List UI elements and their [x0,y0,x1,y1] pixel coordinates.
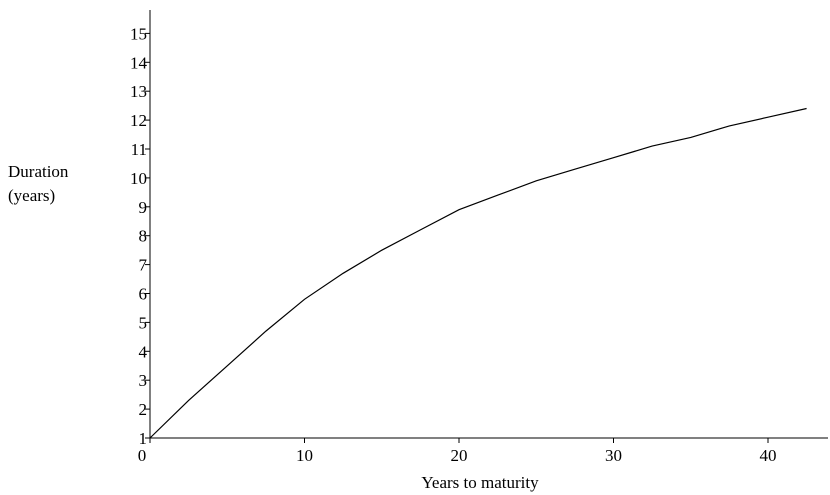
y-tick-label: 10 [130,169,147,188]
y-tick-label: 6 [139,285,148,304]
x-tick-label: 40 [760,446,777,465]
y-tick-label: 13 [130,82,147,101]
x-axis-title: Years to maturity [421,473,539,492]
duration-curve [149,107,807,439]
y-tick-label: 5 [139,313,148,332]
x-tick-label: 20 [451,446,468,465]
x-tick-label: 30 [605,446,622,465]
x-ticks: 0 10 20 30 40 [138,438,777,465]
y-tick-label: 3 [139,371,148,390]
y-axis-title-line-2: (years) [8,186,55,205]
y-tick-label: 9 [139,198,148,217]
x-tick-label: 0 [138,446,147,465]
y-tick-label: 8 [139,227,148,246]
series-group [149,107,807,439]
y-tick-label: 1 [139,429,148,448]
y-tick-label: 11 [131,140,147,159]
y-tick-label: 7 [139,256,148,275]
y-tick-label: 4 [139,342,148,361]
y-tick-label: 2 [139,400,148,419]
y-tick-label: 12 [130,111,147,130]
y-tick-label: 15 [130,24,147,43]
y-axis-title-line-1: Duration [8,162,69,181]
x-tick-label: 10 [296,446,313,465]
y-tick-label: 14 [130,53,148,72]
